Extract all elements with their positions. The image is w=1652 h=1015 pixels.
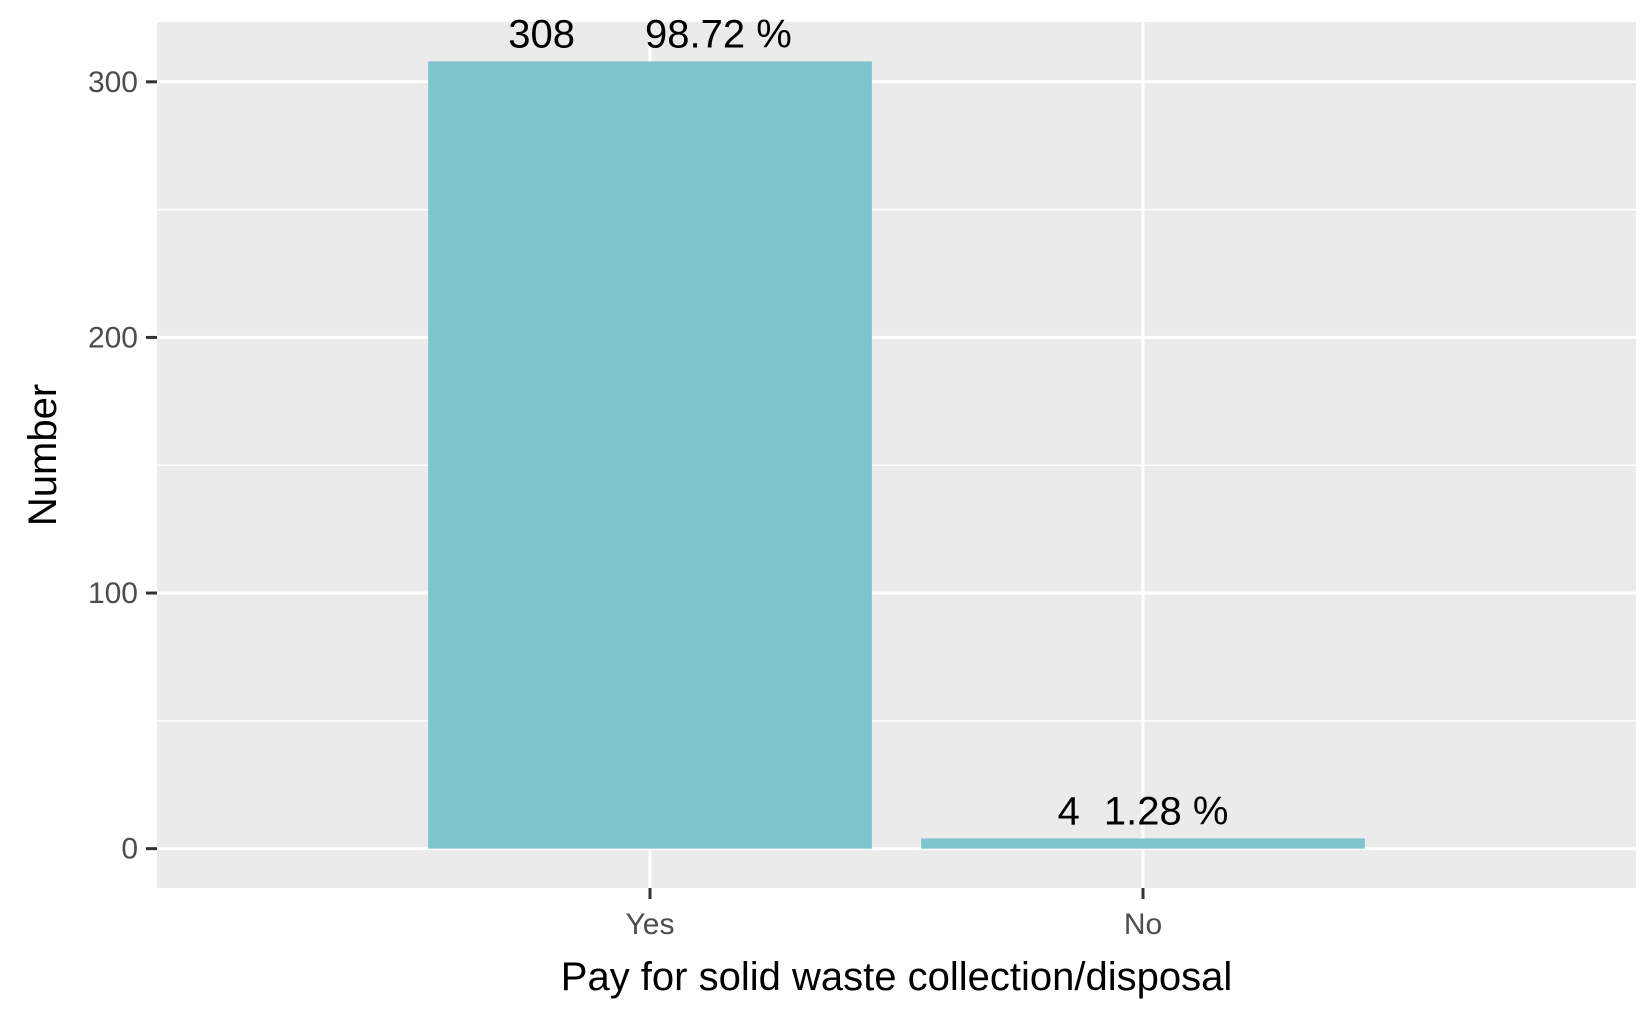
data-labels: 308 98.72 % 4 1.28 % <box>508 12 1228 833</box>
bar-yes <box>428 61 872 849</box>
x-tick-label-yes: Yes <box>626 908 675 941</box>
y-tick-label: 200 <box>88 321 138 354</box>
y-tick-label: 100 <box>88 577 138 610</box>
x-tick-label-no: No <box>1124 908 1162 941</box>
x-axis-title: Pay for solid waste collection/disposal <box>561 955 1232 999</box>
grid-major <box>157 22 1636 888</box>
x-axis: Yes No <box>626 888 1162 941</box>
grid-minor <box>157 208 1636 722</box>
y-axis-title: Number <box>21 384 65 526</box>
data-label-no: 4 1.28 % <box>1058 789 1229 833</box>
y-axis: 0 100 200 300 <box>88 66 157 866</box>
data-label-count: 4 <box>1058 789 1080 833</box>
bar-no <box>921 838 1365 849</box>
y-tick-label: 300 <box>88 66 138 99</box>
data-label-percent: 1.28 % <box>1104 789 1229 833</box>
data-label-yes: 308 98.72 % <box>508 12 792 56</box>
plot-panel <box>157 22 1636 888</box>
bars <box>428 61 1365 849</box>
data-label-percent: 98.72 % <box>645 12 792 56</box>
data-label-count: 308 <box>508 12 575 56</box>
y-tick-label: 0 <box>121 833 138 866</box>
